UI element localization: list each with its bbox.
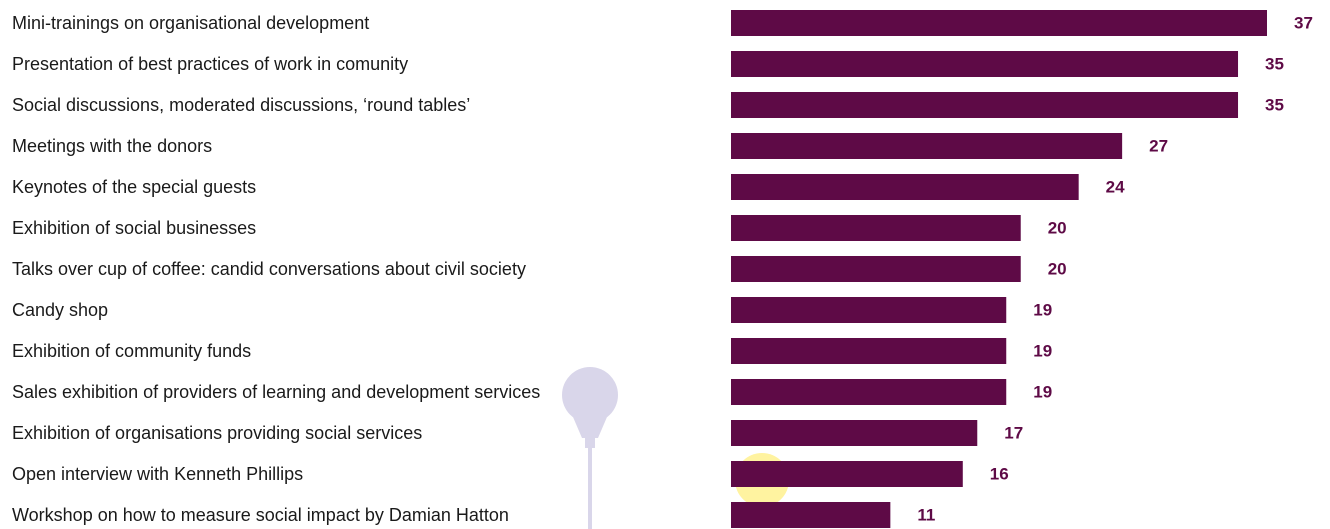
category-label: Presentation of best practices of work i… xyxy=(12,54,408,74)
value-label: 19 xyxy=(1033,301,1052,320)
bar xyxy=(731,379,1007,405)
category-label: Social discussions, moderated discussion… xyxy=(12,95,470,115)
value-label: 19 xyxy=(1033,383,1052,402)
category-label: Meetings with the donors xyxy=(12,136,212,156)
bar xyxy=(731,338,1007,364)
bar xyxy=(731,461,963,487)
category-label: Sales exhibition of providers of learnin… xyxy=(12,382,540,402)
bar xyxy=(731,51,1239,77)
category-label: Open interview with Kenneth Phillips xyxy=(12,464,303,484)
value-label: 24 xyxy=(1106,178,1125,197)
value-label: 27 xyxy=(1149,137,1168,156)
bar xyxy=(731,133,1123,159)
category-label: Candy shop xyxy=(12,300,108,320)
value-label: 17 xyxy=(1004,424,1023,443)
value-label: 37 xyxy=(1294,14,1313,33)
value-label: 16 xyxy=(990,465,1009,484)
category-label: Talks over cup of coffee: candid convers… xyxy=(12,259,526,279)
value-label: 35 xyxy=(1265,96,1284,115)
bar xyxy=(731,256,1021,282)
bar xyxy=(731,297,1007,323)
category-label: Keynotes of the special guests xyxy=(12,177,256,197)
value-label: 20 xyxy=(1048,260,1067,279)
lightbulb-icon xyxy=(562,367,618,529)
value-label: 19 xyxy=(1033,342,1052,361)
bar xyxy=(731,10,1267,36)
bar xyxy=(731,502,891,528)
bar xyxy=(731,420,978,446)
category-label: Exhibition of organisations providing so… xyxy=(12,423,422,443)
bar xyxy=(731,174,1079,200)
category-label: Exhibition of social businesses xyxy=(12,218,256,238)
category-label: Mini-trainings on organisational develop… xyxy=(12,13,369,33)
category-label: Workshop on how to measure social impact… xyxy=(12,505,509,525)
bar xyxy=(731,215,1021,241)
category-label: Exhibition of community funds xyxy=(12,341,251,361)
value-label: 35 xyxy=(1265,55,1284,74)
bar xyxy=(731,92,1239,118)
value-label: 11 xyxy=(917,506,935,525)
value-label: 20 xyxy=(1048,219,1067,238)
